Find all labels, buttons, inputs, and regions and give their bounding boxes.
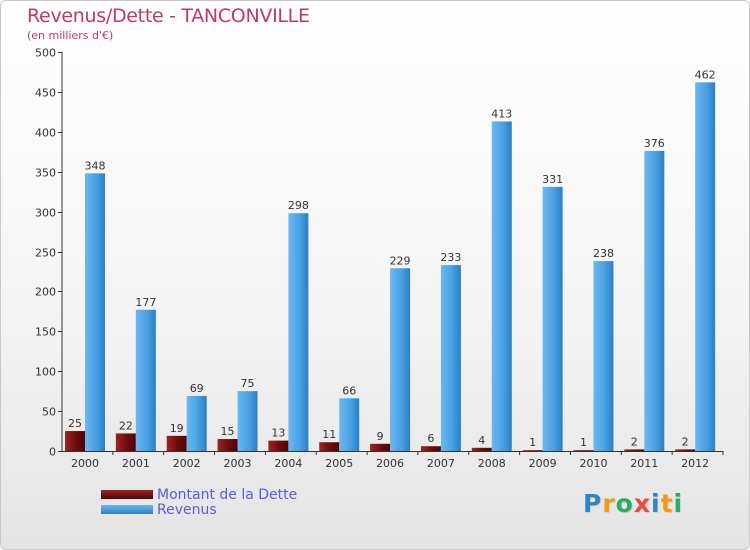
logo-letter: x [633, 489, 651, 518]
data-label-revenus-2010: 238 [593, 247, 614, 260]
logo-letter: i [651, 489, 661, 518]
data-label-dette-2002: 19 [170, 422, 184, 435]
y-tick-label: 300 [35, 207, 56, 220]
logo-letter: i [673, 489, 684, 518]
bar-revenus-2009 [542, 186, 563, 451]
data-label-revenus-2011: 376 [644, 137, 665, 150]
x-tick-label-2003: 2003 [224, 457, 252, 470]
data-label-revenus-2004: 298 [288, 199, 309, 212]
data-label-dette-2001: 22 [119, 419, 133, 432]
bar-revenus-2012 [695, 82, 716, 451]
y-tick-label: 250 [35, 247, 56, 260]
bar-revenus-2004 [288, 213, 309, 451]
y-tick-label: 100 [35, 366, 56, 379]
x-tick-label-2012: 2012 [681, 457, 709, 470]
data-label-dette-2006: 9 [377, 430, 384, 443]
legend-label-dette: Montant de la Dette [157, 486, 298, 503]
data-label-dette-2010: 1 [580, 436, 587, 449]
bar-dette-2009 [522, 450, 543, 451]
data-label-revenus-2008: 413 [491, 107, 512, 120]
logo-letter: r [602, 489, 616, 518]
bar-revenus-2008 [491, 121, 512, 452]
logo-letter: P [583, 489, 603, 518]
data-label-dette-2011: 2 [631, 435, 638, 448]
bar-dette-2008 [471, 447, 492, 451]
chart-subtitle: (en milliers d'€) [27, 29, 114, 42]
bar-dette-2011 [624, 449, 645, 451]
data-label-dette-2007: 6 [427, 432, 434, 445]
y-tick-label: 450 [35, 87, 56, 100]
legend-label-revenus: Revenus [157, 501, 217, 518]
legend-swatch-revenus [101, 505, 153, 514]
x-tick-label-2006: 2006 [376, 457, 404, 470]
legend-item-revenus: Revenus [101, 501, 297, 518]
data-label-dette-2009: 1 [529, 436, 536, 449]
bar-dette-2012 [675, 449, 696, 451]
bar-dette-2007 [420, 446, 441, 451]
proxiti-logo: Proxiti [583, 489, 683, 518]
data-label-dette-2004: 13 [271, 427, 285, 440]
y-tick-label: 0 [49, 446, 56, 459]
x-tick-label-2007: 2007 [427, 457, 455, 470]
bar-revenus-2007 [440, 265, 461, 451]
x-tick-label-2004: 2004 [274, 457, 302, 470]
logo-letter: t [660, 489, 674, 518]
bar-revenus-2005 [339, 398, 360, 451]
data-label-dette-2003: 15 [221, 425, 235, 438]
y-tick-label: 200 [35, 286, 56, 299]
data-label-revenus-2002: 69 [190, 382, 204, 395]
bar-revenus-2002 [186, 395, 207, 451]
data-label-dette-2000: 25 [68, 417, 82, 430]
y-tick-label: 50 [42, 406, 56, 419]
chart-title: Revenus/Dette - TANCONVILLE [27, 5, 310, 27]
x-tick-label-2011: 2011 [630, 457, 658, 470]
bar-revenus-2011 [644, 150, 665, 451]
data-label-revenus-2009: 331 [542, 173, 563, 186]
legend-item-dette: Montant de la Dette [101, 486, 298, 503]
data-label-revenus-2006: 229 [390, 254, 411, 267]
bar-revenus-2010 [593, 261, 614, 451]
x-tick-label-2002: 2002 [173, 457, 201, 470]
y-tick-label: 150 [35, 326, 56, 339]
bar-revenus-2000 [85, 173, 105, 451]
data-label-revenus-2000: 348 [85, 159, 106, 172]
legend: Montant de la Dette Revenus [101, 486, 298, 518]
bar-revenus-2003 [237, 391, 258, 451]
data-label-revenus-2007: 233 [440, 251, 461, 264]
data-label-revenus-2001: 177 [135, 296, 156, 309]
x-tick-label-2009: 2009 [529, 457, 557, 470]
y-tick-label: 500 [35, 47, 56, 60]
bar-dette-2002 [166, 435, 187, 451]
x-tick-label-2005: 2005 [325, 457, 353, 470]
x-tick-label-2010: 2010 [579, 457, 607, 470]
x-tick-label-2000: 2000 [71, 457, 99, 470]
bar-dette-2004 [268, 440, 289, 451]
bar-dette-2006 [370, 443, 391, 451]
data-label-revenus-2005: 66 [342, 384, 356, 397]
x-tick-label-2008: 2008 [478, 457, 506, 470]
bar-dette-2010 [573, 450, 594, 451]
bar-revenus-2006 [390, 268, 411, 451]
bar-dette-2001 [115, 433, 136, 451]
bar-dette-2005 [319, 442, 340, 451]
data-label-dette-2005: 11 [322, 428, 336, 441]
data-label-dette-2012: 2 [682, 435, 689, 448]
x-tick-label-2001: 2001 [122, 457, 150, 470]
data-label-dette-2008: 4 [478, 434, 485, 447]
bar-dette-2000 [65, 431, 85, 451]
bar-revenus-2001 [135, 309, 156, 451]
legend-swatch-dette [101, 490, 153, 499]
bar-dette-2003 [217, 439, 238, 451]
logo-letter: o [615, 489, 634, 518]
data-label-revenus-2012: 462 [695, 68, 716, 81]
y-tick-label: 350 [35, 167, 56, 180]
data-label-revenus-2003: 75 [241, 377, 255, 390]
y-tick-label: 400 [35, 127, 56, 140]
